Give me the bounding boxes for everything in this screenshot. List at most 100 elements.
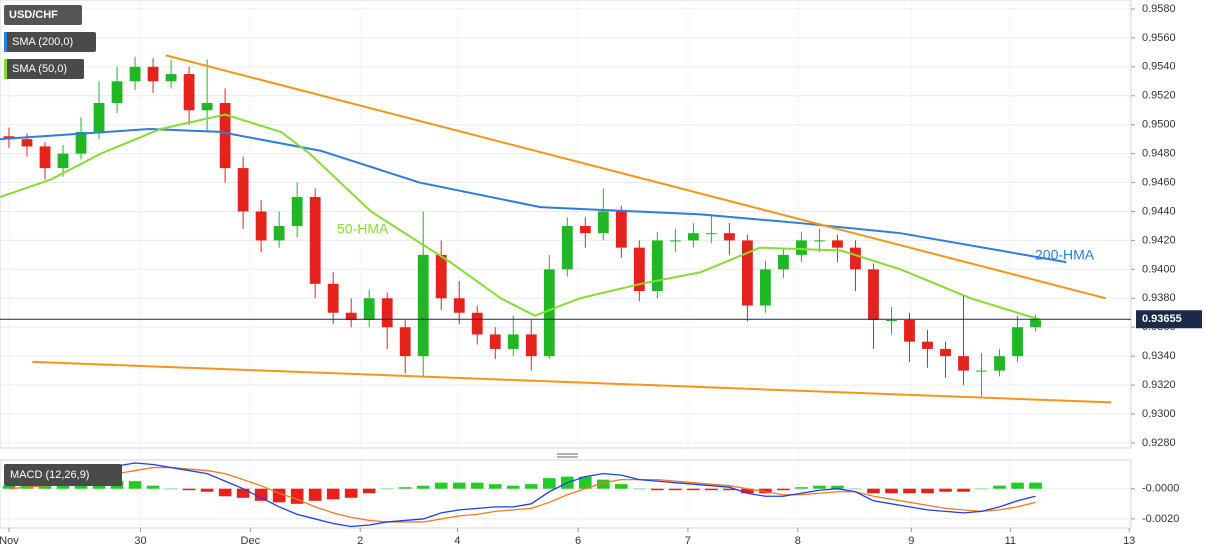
histogram-bar bbox=[579, 476, 592, 489]
candle-body bbox=[417, 254, 429, 357]
histogram-bar bbox=[434, 482, 448, 489]
last-price-label: 0.93655 bbox=[1142, 313, 1182, 325]
histogram-bar bbox=[993, 485, 1006, 489]
legend-box[interactable] bbox=[4, 59, 84, 79]
histogram-bar bbox=[362, 488, 376, 494]
x-tick-label: 2 bbox=[357, 535, 363, 547]
y-tick-label: 0.9480 bbox=[1142, 148, 1176, 160]
histogram-bar bbox=[128, 481, 142, 489]
candle-body bbox=[543, 269, 555, 357]
candle-body bbox=[669, 240, 681, 242]
histogram-bar bbox=[903, 488, 916, 494]
histogram-bar bbox=[38, 485, 52, 489]
candle-body bbox=[219, 102, 231, 169]
candle-body bbox=[453, 298, 465, 313]
histogram-bar bbox=[615, 484, 628, 489]
candle-body bbox=[940, 348, 951, 357]
histogram-bar bbox=[506, 485, 520, 489]
y-tick-label: 0.9580 bbox=[1142, 3, 1176, 15]
histogram-bar bbox=[921, 488, 934, 494]
candle-body bbox=[165, 74, 177, 82]
candle-body bbox=[778, 254, 789, 270]
y-tick-label: 0.9500 bbox=[1142, 119, 1176, 131]
overlay-layer: 0.93655 50-HMA 200-HMA USD/CHF SMA (200,0) SM… bbox=[0, 5, 1202, 486]
x-tick-label: 4 bbox=[454, 535, 460, 547]
histogram-bar bbox=[200, 488, 214, 492]
x-tick-label: Dec bbox=[241, 535, 261, 547]
histogram-bar bbox=[146, 485, 160, 489]
x-tick-label: 30 bbox=[134, 535, 146, 547]
candle-body bbox=[327, 283, 339, 313]
histogram-bar bbox=[218, 488, 232, 497]
candle-body bbox=[615, 211, 627, 248]
grid-layer: 0.92800.93000.93200.93400.93600.93800.94… bbox=[0, 0, 1179, 547]
candle-body bbox=[633, 247, 645, 292]
histogram-bar bbox=[939, 488, 952, 492]
indicator-legend-label[interactable]: MACD (12,26,9) bbox=[10, 469, 89, 481]
candle-body bbox=[958, 356, 969, 371]
candle-body bbox=[723, 233, 735, 241]
candle-body bbox=[507, 334, 519, 349]
y-tick-label: -0.0020 bbox=[1142, 513, 1179, 525]
histogram-bar bbox=[470, 482, 484, 489]
y-tick-label: 0.9420 bbox=[1142, 234, 1176, 246]
histogram-bar bbox=[849, 488, 862, 490]
candle-body bbox=[309, 197, 321, 284]
legend-box[interactable] bbox=[4, 5, 82, 25]
candle-body bbox=[237, 168, 249, 212]
x-tick-label: 8 bbox=[795, 535, 801, 547]
histogram-bar bbox=[1029, 482, 1042, 489]
histogram-bar bbox=[687, 488, 700, 491]
legend-swatch[interactable] bbox=[4, 32, 7, 52]
candle-body bbox=[489, 334, 501, 349]
last-price-box bbox=[1136, 310, 1202, 329]
legend-label[interactable]: USD/CHF bbox=[9, 9, 58, 21]
x-tick-label: 7 bbox=[685, 535, 691, 547]
legend-box[interactable] bbox=[4, 32, 96, 52]
candle-body bbox=[832, 240, 843, 248]
legend-label[interactable]: SMA (200,0) bbox=[12, 36, 73, 48]
indicator-line bbox=[0, 113, 1042, 321]
histogram-bar bbox=[524, 484, 538, 489]
candle-body bbox=[579, 225, 591, 234]
histogram-bar bbox=[759, 488, 772, 494]
y-tick-label: -0.0000 bbox=[1142, 483, 1179, 495]
candle-body bbox=[760, 269, 771, 306]
x-tick-label: 11 bbox=[1005, 535, 1016, 547]
candle-body bbox=[651, 240, 663, 292]
candle-body bbox=[75, 131, 87, 154]
histogram-bar bbox=[254, 488, 268, 501]
x-tick-label: Nov bbox=[0, 535, 19, 547]
signal-line bbox=[8, 466, 1036, 523]
histogram-bar bbox=[597, 479, 610, 489]
candle-body bbox=[687, 233, 699, 241]
histogram-bar bbox=[2, 485, 16, 489]
candle-body bbox=[994, 356, 1005, 371]
y-tick-label: 0.9340 bbox=[1142, 350, 1176, 362]
histogram-bar bbox=[452, 482, 466, 489]
annotation: 50-HMA bbox=[337, 221, 389, 237]
candle-body bbox=[1030, 319, 1041, 328]
candle-body bbox=[93, 102, 105, 132]
candle-body bbox=[345, 312, 357, 320]
x-tick-label: 13 bbox=[1123, 535, 1135, 547]
candle-body bbox=[868, 269, 879, 320]
histogram-bar bbox=[885, 488, 898, 494]
panel-splitter[interactable] bbox=[557, 453, 578, 458]
candle-body bbox=[561, 225, 573, 270]
y-tick-label: 0.9520 bbox=[1142, 90, 1176, 102]
histogram-bar bbox=[56, 484, 70, 489]
indicator-legend-box[interactable] bbox=[4, 464, 122, 486]
histogram-bar bbox=[813, 485, 826, 489]
legend-swatch[interactable] bbox=[4, 59, 7, 79]
candle-body bbox=[183, 74, 195, 111]
histogram-bar bbox=[1011, 482, 1024, 489]
candle-body bbox=[1012, 327, 1023, 357]
trend-line bbox=[165, 54, 1107, 300]
histogram-bar bbox=[488, 484, 502, 489]
histogram-bar bbox=[164, 488, 178, 490]
y-tick-label: 0.9380 bbox=[1142, 292, 1176, 304]
y-tick-label: 0.9400 bbox=[1142, 263, 1176, 275]
legend-label[interactable]: SMA (50,0) bbox=[12, 63, 67, 75]
